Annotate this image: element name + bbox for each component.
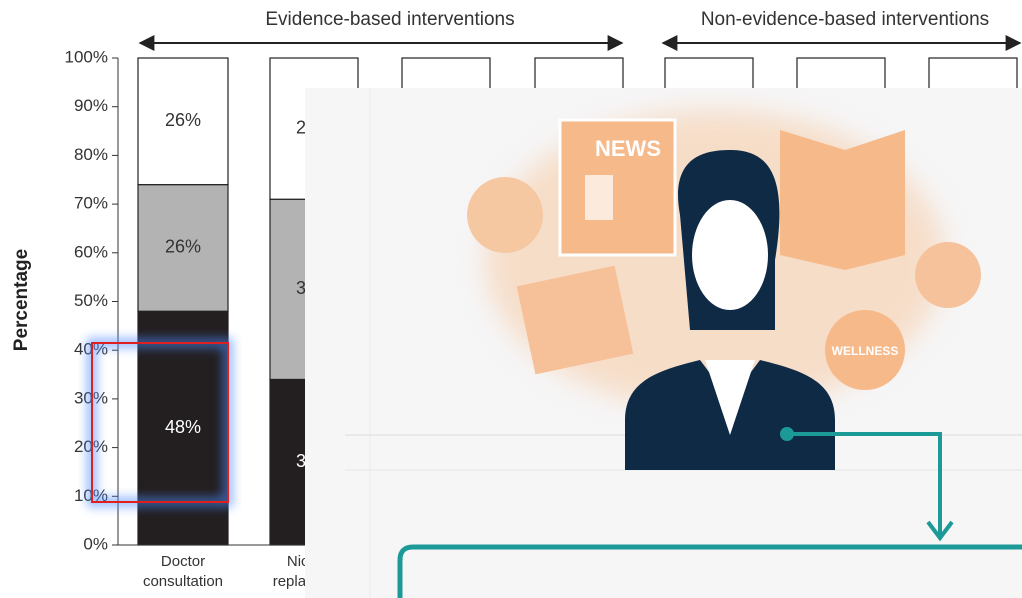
- info-box: [397, 544, 1022, 598]
- leaf-icon: [915, 242, 981, 308]
- annotation: Evidence-based interventions: [265, 9, 514, 30]
- y-tick-label: 80%: [74, 145, 108, 164]
- data-label: 26%: [165, 110, 201, 130]
- data-label: 26%: [165, 237, 201, 257]
- y-axis-label: Percentage: [11, 249, 32, 351]
- news-icon: [558, 118, 677, 257]
- icon-text: WELLNESS: [832, 344, 899, 358]
- illustration: NEWS WELLNESS: [305, 88, 1022, 598]
- data-label: 48%: [165, 417, 201, 437]
- highlight-box: [91, 342, 229, 503]
- wellness-icon: [825, 310, 905, 390]
- newspaper-icon: [516, 265, 634, 375]
- person-face: [692, 200, 768, 310]
- y-tick-label: 60%: [74, 242, 108, 261]
- y-tick-label: 50%: [74, 291, 108, 310]
- book-icon: [780, 130, 905, 270]
- y-tick-label: 0%: [83, 534, 108, 553]
- x-tick-label: Doctor consultation: [143, 553, 223, 590]
- badge-icon: [467, 177, 543, 253]
- connector-arrow: [787, 432, 942, 535]
- y-tick-label: 90%: [74, 96, 108, 115]
- bar-segment: [137, 57, 229, 186]
- annotation: Non-evidence-based interventions: [701, 9, 989, 30]
- y-tick-label: 100%: [65, 47, 108, 66]
- bar-segment: [137, 184, 229, 312]
- icon-text: NEWS: [595, 136, 661, 161]
- y-tick-label: 70%: [74, 194, 108, 213]
